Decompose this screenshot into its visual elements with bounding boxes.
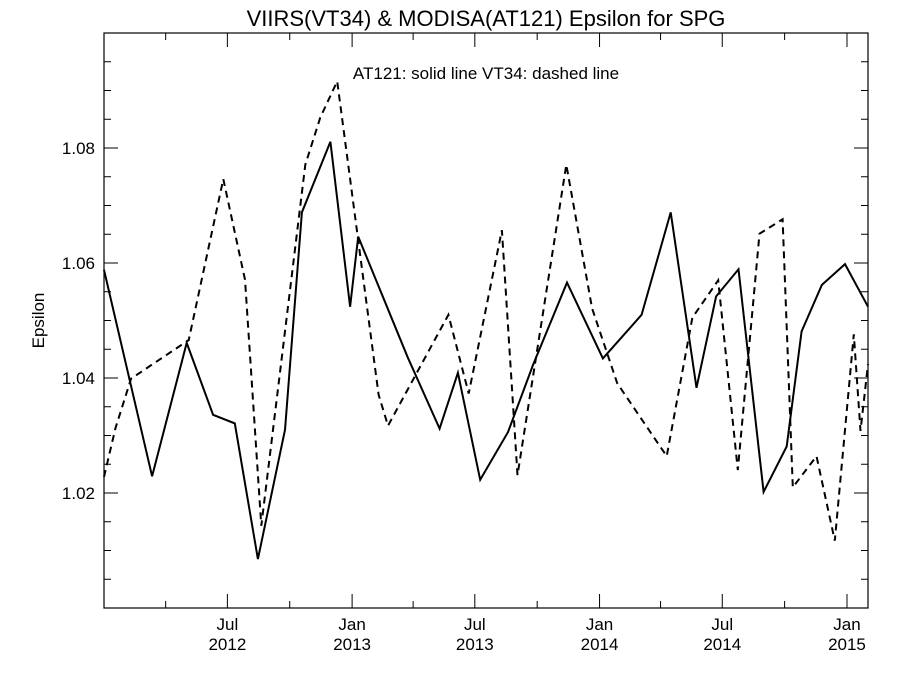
y-tick-label: 1.04 xyxy=(62,369,95,388)
y-axis-label: Epsilon xyxy=(29,293,48,349)
x-tick-month-label: Jan xyxy=(833,615,860,634)
series-line-vt34 xyxy=(103,77,869,541)
chart-title: VIIRS(VT34) & MODISA(AT121) Epsilon for … xyxy=(247,6,726,31)
x-tick-month-label: Jan xyxy=(338,615,365,634)
x-tick-month-label: Jul xyxy=(711,615,733,634)
y-tick-label: 1.08 xyxy=(62,139,95,158)
y-tick-label: 1.02 xyxy=(62,484,95,503)
series-line-at121 xyxy=(103,141,869,560)
x-tick-month-label: Jul xyxy=(217,615,239,634)
x-tick-month-label: Jan xyxy=(586,615,613,634)
series-style-note: AT121: solid line VT34: dashed line xyxy=(353,64,619,83)
x-tick-year-label: 2012 xyxy=(208,635,246,654)
plot-area: 1.021.041.061.08Jul2012Jan2013Jul2013Jan… xyxy=(62,32,869,654)
plot-frame xyxy=(103,32,869,609)
x-tick-year-label: 2015 xyxy=(828,635,866,654)
x-tick-year-label: 2013 xyxy=(333,635,371,654)
x-tick-month-label: Jul xyxy=(464,615,486,634)
x-tick-year-label: 2014 xyxy=(581,635,619,654)
x-tick-year-label: 2013 xyxy=(456,635,494,654)
x-tick-year-label: 2014 xyxy=(703,635,741,654)
y-tick-label: 1.06 xyxy=(62,254,95,273)
